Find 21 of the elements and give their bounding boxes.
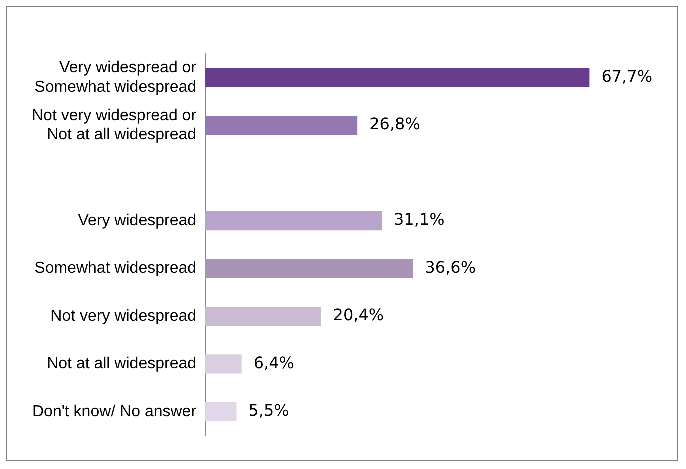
y-tick-label: Not very widespread or Not at all widespread (32, 107, 198, 144)
y-tick-label: Very widespread (78, 212, 197, 230)
y-tick-label: Not at all widespread (47, 356, 197, 373)
bar (206, 116, 358, 136)
bar (206, 259, 414, 278)
data-label: 20,4% (333, 306, 384, 325)
y-tick-label: Not very widespread (50, 308, 197, 325)
data-label: 6,4% (254, 353, 294, 372)
bar (206, 68, 590, 88)
bar (206, 211, 382, 231)
y-tick-label: Very widespread or Somewhat widespread (34, 60, 198, 96)
bar (206, 402, 237, 422)
bar (206, 354, 242, 374)
bar (206, 306, 322, 326)
data-label: 31,1% (394, 210, 445, 230)
y-tick-label: Somewhat widespread (34, 260, 197, 278)
y-tick-label: Don't know/ No answer (32, 403, 198, 420)
data-label: 36,6% (425, 258, 476, 277)
data-label: 67,7% (602, 67, 653, 86)
data-label: 26,8% (370, 114, 420, 134)
data-label: 5,5% (248, 401, 290, 420)
